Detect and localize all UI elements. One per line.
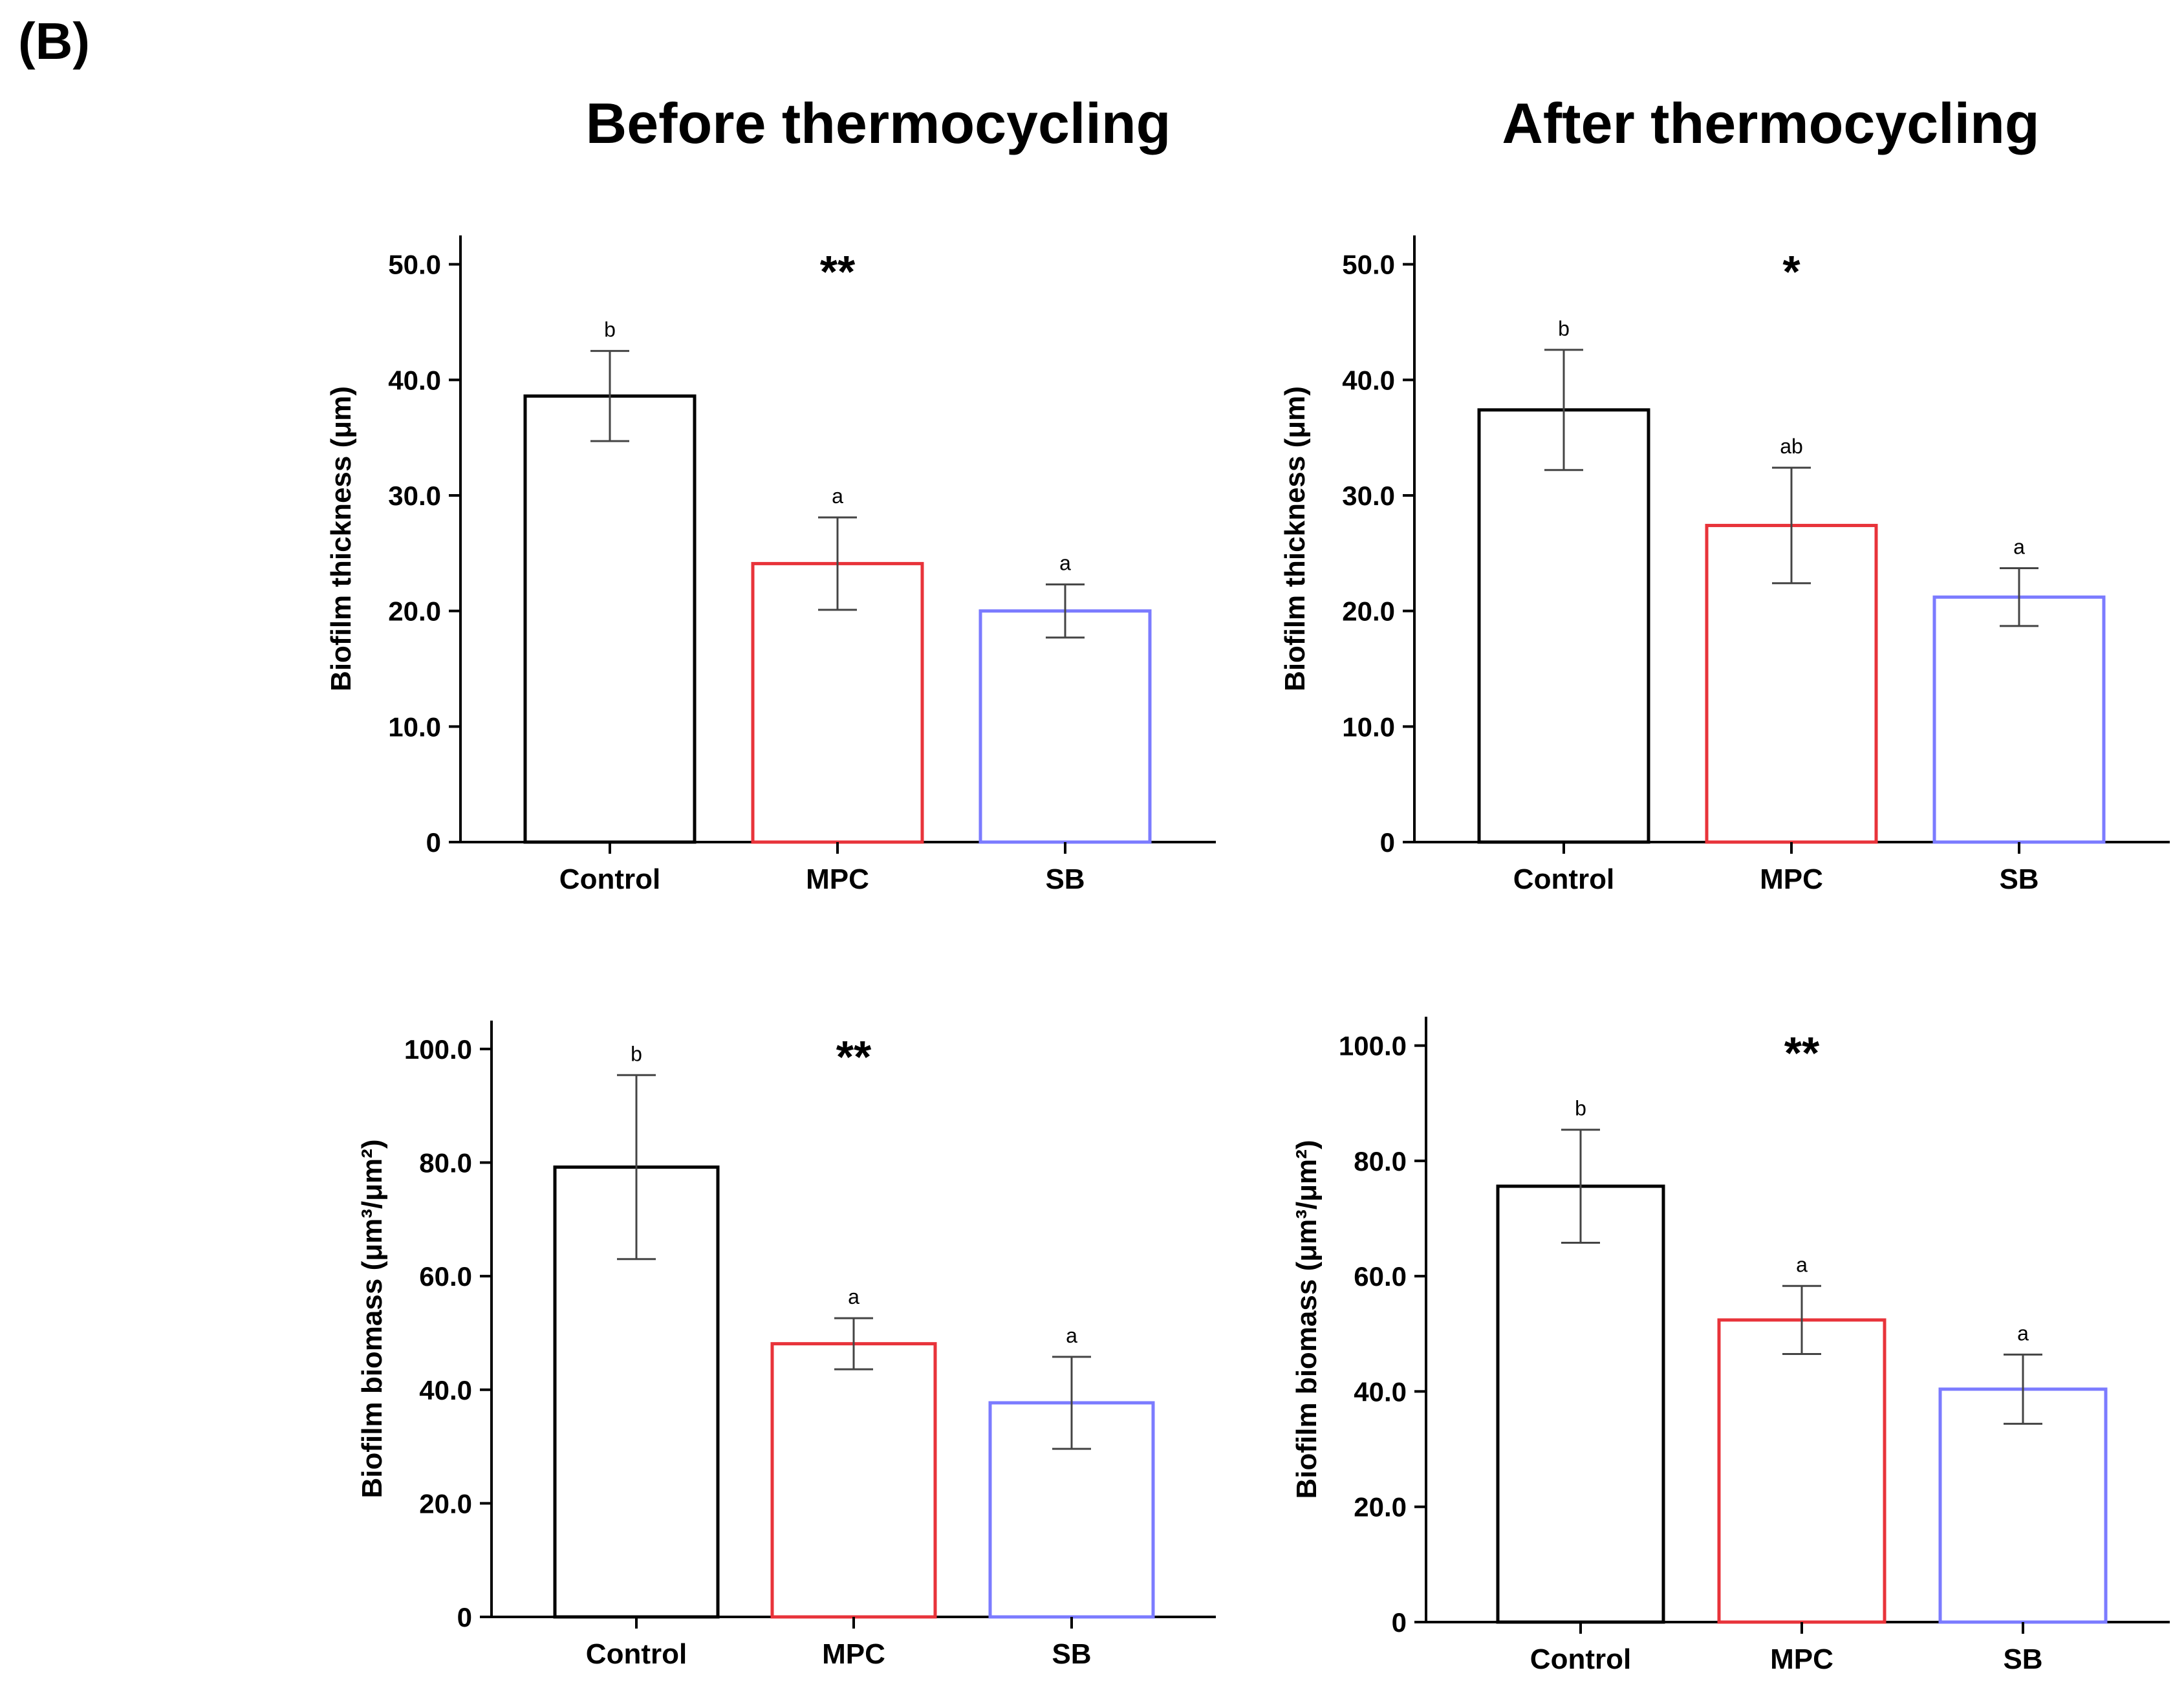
p2-group-letter-control: b [1558, 317, 1570, 340]
p4-y-tick-label: 20.0 [1354, 1492, 1407, 1522]
p1-y-tick-label: 30.0 [388, 481, 441, 511]
p4-x-tick-label-sb: SB [2003, 1643, 2042, 1675]
p4-x-tick-label-control: Control [1530, 1643, 1631, 1675]
p2-group-letter-mpc: ab [1780, 435, 1803, 458]
p2-y-tick-label: 50.0 [1342, 250, 1395, 280]
p1-y-tick-label: 0 [426, 827, 441, 858]
p2-x-tick-label-mpc: MPC [1760, 863, 1823, 895]
p3-x-tick-label-mpc: MPC [822, 1638, 885, 1670]
p2-y-tick-label: 10.0 [1342, 711, 1395, 742]
p2-y-axis-title: Biofilm thickness (μm) [1279, 386, 1311, 691]
p2-y-tick-label: 0 [1380, 827, 1395, 858]
p1-group-letter-control: b [604, 318, 616, 341]
p1-significance-marker: ** [820, 246, 856, 297]
p4-x-tick-label-mpc: MPC [1770, 1643, 1833, 1675]
p1-x-tick-label-sb: SB [1045, 863, 1085, 895]
p2-x-tick-label-control: Control [1513, 863, 1614, 895]
p1-y-tick-label: 50.0 [388, 250, 441, 280]
p4-y-tick-label: 0 [1392, 1607, 1407, 1638]
p1-y-tick-label: 40.0 [388, 365, 441, 395]
p4-group-letter-sb: a [2017, 1321, 2029, 1345]
p3-y-tick-label: 40.0 [419, 1375, 472, 1405]
p3-group-letter-mpc: a [848, 1285, 860, 1308]
p2-significance-marker: * [1782, 246, 1800, 297]
p1-bar-control [523, 394, 697, 844]
p3-x-tick-label-sb: SB [1052, 1638, 1091, 1670]
p1-x-tick-label-control: Control [559, 863, 660, 895]
p1-group-letter-sb: a [1059, 552, 1071, 575]
p4-bar-mpc [1717, 1318, 1887, 1624]
p4-y-tick-label: 60.0 [1354, 1261, 1407, 1292]
p3-group-letter-sb: a [1066, 1324, 1077, 1347]
p4-group-letter-control: b [1575, 1097, 1586, 1120]
p1-x-tick-label-mpc: MPC [806, 863, 869, 895]
p2-bar-sb [1932, 595, 2106, 844]
p2-y-tick-label: 30.0 [1342, 481, 1395, 511]
p2-bar-control [1477, 408, 1650, 844]
p4-y-tick-label: 80.0 [1354, 1146, 1407, 1176]
p1-group-letter-mpc: a [832, 484, 843, 508]
p4-group-letter-mpc: a [1796, 1253, 1808, 1276]
p4-bar-control [1496, 1184, 1665, 1624]
p4-y-tick-label: 100.0 [1339, 1031, 1407, 1061]
p2-y-tick-label: 40.0 [1342, 365, 1395, 395]
p4-y-tick-label: 40.0 [1354, 1376, 1407, 1407]
column-title-before: Before thermocycling [585, 91, 1171, 155]
p4-y-axis-title: Biofilm biomass (μm³/μm²) [1291, 1140, 1323, 1499]
p2-group-letter-sb: a [2013, 536, 2025, 559]
p3-bar-mpc [770, 1342, 937, 1619]
p3-y-tick-label: 0 [457, 1602, 472, 1632]
p3-y-tick-label: 20.0 [419, 1488, 472, 1519]
p3-group-letter-control: b [631, 1042, 642, 1065]
p3-y-tick-label: 100.0 [404, 1034, 472, 1065]
p1-y-axis-title: Biofilm thickness (μm) [325, 386, 357, 691]
p3-significance-marker: ** [836, 1032, 872, 1082]
p4-significance-marker: ** [1784, 1028, 1820, 1078]
p2-y-tick-label: 20.0 [1342, 596, 1395, 627]
panel-label: (B) [18, 12, 91, 70]
p1-y-tick-label: 20.0 [388, 596, 441, 627]
p3-y-tick-label: 60.0 [419, 1261, 472, 1292]
p3-x-tick-label-control: Control [586, 1638, 687, 1670]
p1-bar-sb [978, 609, 1152, 844]
p3-y-tick-label: 80.0 [419, 1148, 472, 1178]
column-title-after: After thermocycling [1502, 91, 2040, 155]
p2-x-tick-label-sb: SB [1999, 863, 2038, 895]
p3-y-axis-title: Biofilm biomass (μm³/μm²) [356, 1140, 388, 1499]
p1-y-tick-label: 10.0 [388, 711, 441, 742]
